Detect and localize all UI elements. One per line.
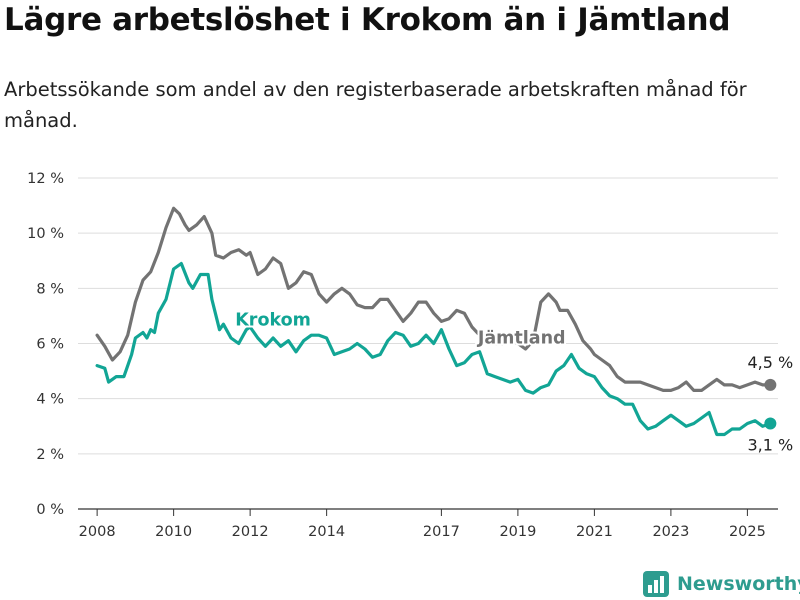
- y-tick-label-2: 4 %: [36, 392, 64, 408]
- y-tick-label-5: 10 %: [27, 226, 64, 242]
- x-tick-label-2: 2012: [232, 524, 269, 540]
- brand-logo[interactable]: Newsworthy: [643, 569, 800, 599]
- y-tick-label-3: 6 %: [36, 337, 64, 353]
- end-point-jamtland: [764, 378, 777, 391]
- bar-chart-logo-icon: [643, 571, 669, 597]
- series-labels: 4,5 % Jämtland 3,1 % Krokom: [233, 309, 793, 455]
- axes: 0 % 2 % 4 % 6 % 8 % 10 % 12 % 2008 2010 2012 2014 2…: [27, 171, 778, 540]
- x-tick-label-5: 2019: [499, 524, 536, 540]
- x-tick-label-6: 2021: [576, 524, 613, 540]
- end-value-label-krokom: 3,1 %: [747, 435, 793, 454]
- page-title: Lägre arbetslöshet i Krokom än i Jämtlan…: [4, 2, 731, 38]
- x-tick-label-3: 2014: [308, 524, 345, 540]
- x-tick-label-8: 2025: [729, 524, 766, 540]
- end-point-krokom: [764, 417, 777, 430]
- series-label-jamtland: Jämtland: [477, 329, 566, 349]
- x-tick-label-1: 2010: [155, 524, 192, 540]
- page-subtitle: Arbetssökande som andel av den registerb…: [4, 78, 747, 132]
- x-tick-label-0: 2008: [79, 524, 116, 540]
- grid-lines: [78, 177, 778, 455]
- y-tick-label-1: 2 %: [36, 447, 64, 463]
- y-tick-label-4: 8 %: [36, 281, 64, 297]
- y-tick-label-6: 12 %: [27, 171, 64, 187]
- y-tick-label-0: 0 %: [36, 502, 64, 518]
- series-line-jamtland: [95, 206, 772, 392]
- brand-name: Newsworthy: [677, 573, 800, 595]
- series-lines: [95, 206, 777, 437]
- series-line-krokom: [95, 261, 772, 437]
- series-label-krokom: Krokom: [235, 311, 311, 331]
- x-tick-label-7: 2023: [652, 524, 689, 540]
- end-value-label-jamtland: 4,5 %: [747, 353, 793, 372]
- x-tick-label-4: 2017: [423, 524, 460, 540]
